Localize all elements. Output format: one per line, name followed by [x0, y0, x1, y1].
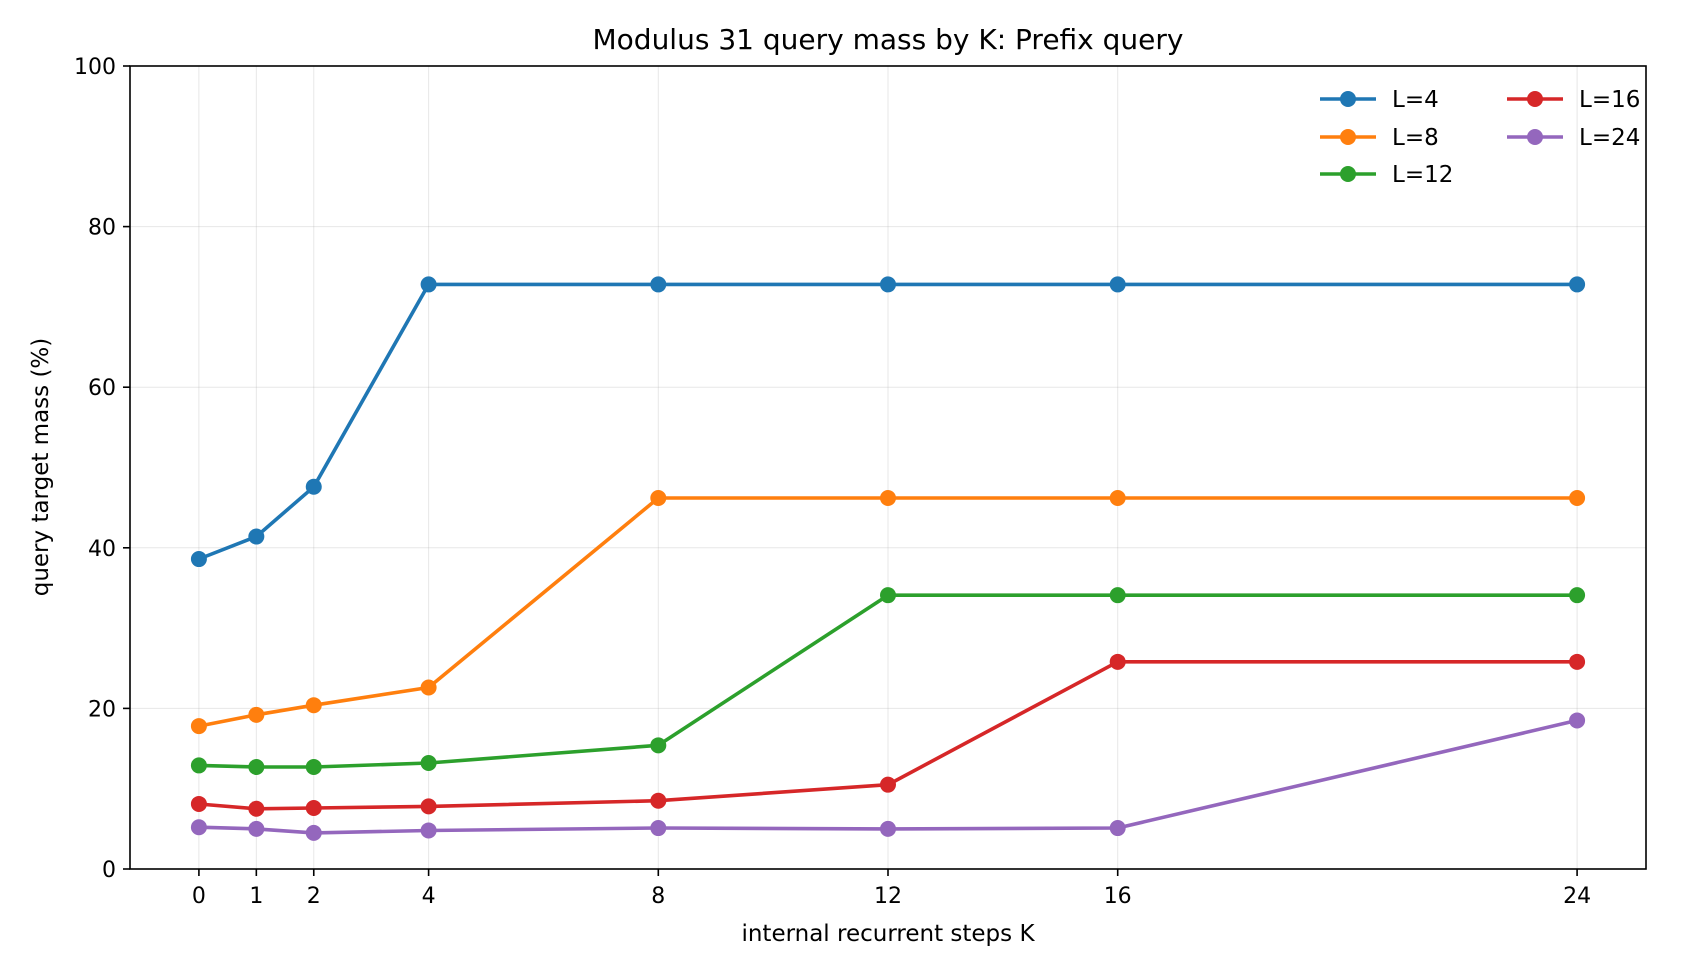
data-point: [305, 824, 322, 841]
legend-item: L=16: [1507, 87, 1640, 113]
x-axis-label: internal recurrent steps K: [741, 921, 1035, 947]
data-point: [190, 795, 207, 812]
data-point: [248, 800, 265, 817]
legend: L=4 L=8 L=12 L=16 L=24: [1320, 87, 1640, 188]
series-l-4: [190, 276, 1586, 568]
data-point: [305, 759, 322, 776]
series-l-12: [190, 587, 1586, 776]
data-point: [190, 757, 207, 774]
data-point: [305, 799, 322, 816]
x-tick-label: 2: [307, 884, 321, 909]
data-point: [420, 276, 437, 293]
x-tick-label: 0: [192, 884, 206, 909]
data-point: [1569, 276, 1586, 293]
data-point: [650, 820, 667, 837]
data-point: [420, 822, 437, 839]
data-point: [1109, 587, 1126, 604]
y-tick-label: 20: [88, 697, 116, 722]
data-point: [1109, 820, 1126, 837]
series-l-16: [190, 653, 1586, 817]
x-tick-label: 24: [1563, 884, 1591, 909]
plot-series: [190, 276, 1586, 841]
legend-item: L=24: [1507, 125, 1640, 151]
legend-label: L=16: [1579, 87, 1640, 113]
y-axis-label: query target mass (%): [28, 338, 54, 597]
series-line: [197, 593, 1579, 769]
data-point: [1109, 490, 1126, 507]
data-point: [420, 679, 437, 696]
data-point: [248, 528, 265, 545]
legend-swatch-marker: [1527, 129, 1543, 145]
data-point: [650, 737, 667, 754]
data-point: [650, 276, 667, 293]
legend-label: L=8: [1392, 125, 1439, 151]
legend-label: L=4: [1392, 87, 1439, 113]
data-point: [650, 490, 667, 507]
series-line: [197, 496, 1579, 728]
data-point: [880, 820, 896, 837]
series-line: [197, 718, 1579, 835]
x-tick-label: 12: [874, 884, 902, 909]
y-axis-ticks: 0 20 40 60 80 100: [74, 55, 130, 883]
legend-item: L=12: [1320, 162, 1453, 188]
data-point: [1569, 712, 1586, 729]
data-point: [248, 706, 265, 723]
legend-item: L=4: [1320, 87, 1439, 113]
legend-swatch-marker: [1340, 166, 1356, 182]
x-axis-ticks: 0 1 2 4 8 12 16 24: [192, 869, 1591, 909]
x-tick-label: 16: [1104, 884, 1132, 909]
data-point: [880, 587, 896, 604]
y-tick-label: 60: [88, 376, 116, 401]
data-point: [420, 755, 437, 772]
data-point: [1569, 490, 1586, 507]
series-l-24: [190, 712, 1586, 841]
series-l-8: [190, 490, 1586, 735]
data-point: [1109, 276, 1126, 293]
y-tick-label: 40: [88, 537, 116, 562]
y-tick-label: 0: [102, 858, 116, 883]
data-point: [190, 819, 207, 836]
series-line: [197, 659, 1579, 811]
legend-item: L=8: [1320, 125, 1439, 151]
data-point: [248, 759, 265, 776]
legend-swatch-marker: [1527, 91, 1543, 107]
series-line: [197, 282, 1579, 561]
legend-label: L=24: [1579, 125, 1640, 151]
data-point: [880, 276, 896, 293]
data-point: [1569, 653, 1586, 670]
data-point: [880, 776, 896, 793]
data-point: [1109, 653, 1126, 670]
legend-swatch-marker: [1340, 129, 1356, 145]
x-tick-label: 8: [651, 884, 665, 909]
data-point: [248, 820, 265, 837]
legend-swatch-marker: [1340, 91, 1356, 107]
x-tick-label: 4: [422, 884, 436, 909]
legend-label: L=12: [1392, 162, 1453, 188]
y-tick-label: 100: [74, 55, 116, 80]
y-tick-label: 80: [88, 216, 116, 241]
data-point: [305, 697, 322, 714]
x-tick-label: 1: [249, 884, 263, 909]
data-point: [1569, 587, 1586, 604]
data-point: [190, 718, 207, 735]
data-point: [880, 490, 896, 507]
chart-title: Modulus 31 query mass by K: Prefix query: [593, 23, 1184, 56]
data-point: [305, 478, 322, 495]
data-point: [190, 551, 207, 568]
data-point: [650, 792, 667, 809]
data-point: [420, 798, 437, 815]
